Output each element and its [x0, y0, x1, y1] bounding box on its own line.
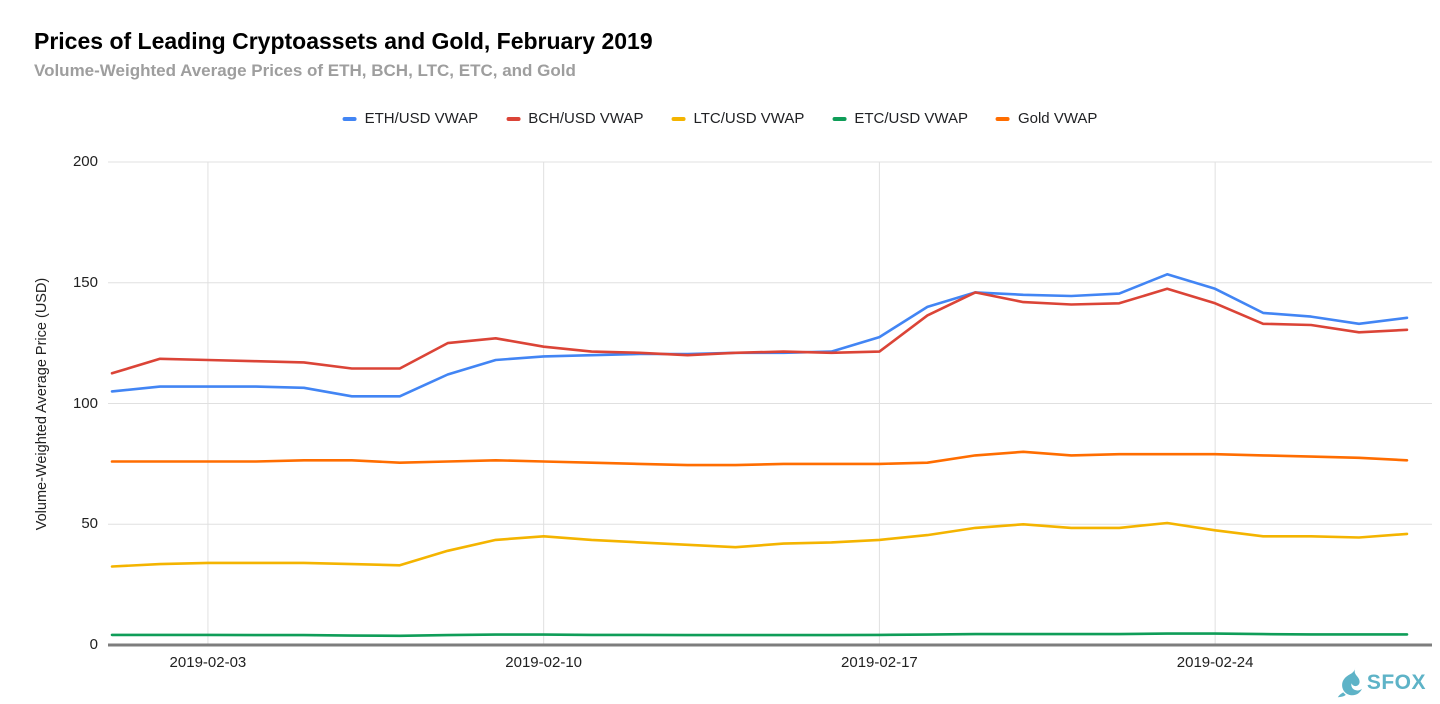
sfox-logo: SFOX — [1337, 667, 1426, 698]
line-bch — [110, 287, 1409, 375]
x-tick-label: 2019-02-24 — [1176, 654, 1254, 671]
legend-item-etc: ETC/USD VWAP — [832, 110, 968, 127]
line-etc — [110, 632, 1409, 638]
legend-label-gold: Gold VWAP — [1017, 110, 1098, 127]
legend-swatch-gold — [995, 116, 1010, 121]
y-tick-label: 200 — [72, 153, 98, 170]
y-tick-label: 100 — [72, 394, 98, 412]
legend-swatch-ltc — [671, 116, 686, 121]
chart-legend: ETH/USD VWAP BCH/USD VWAP LTC/USD VWAP ETC/… — [342, 110, 1098, 127]
legend-swatch-eth — [342, 116, 357, 121]
legend-item-gold: Gold VWAP — [995, 110, 1098, 127]
legend-label-etc: ETC/USD VWAP — [854, 110, 968, 127]
line-eth — [110, 272, 1409, 398]
legend-swatch-bch — [506, 116, 521, 121]
x-tick-label: 2019-02-17 — [841, 654, 918, 671]
line-gold — [110, 450, 1409, 467]
fox-logo-icon — [1337, 667, 1362, 698]
legend-swatch-etc — [832, 116, 847, 121]
chart-subtitle: Volume-Weighted Average Prices of ETH, B… — [34, 61, 576, 80]
chart-title: Prices of Leading Cryptoassets and Gold,… — [34, 28, 653, 54]
legend-label-eth: ETH/USD VWAP — [364, 110, 479, 127]
legend-label-ltc: LTC/USD VWAP — [693, 110, 805, 127]
sfox-wordmark: SFOX — [1366, 670, 1426, 694]
legend-item-bch: BCH/USD VWAP — [506, 110, 643, 127]
y-tick-label: 50 — [81, 515, 98, 533]
y-tick-label: 0 — [89, 636, 98, 653]
line-ltc — [110, 521, 1409, 568]
legend-label-bch: BCH/USD VWAP — [528, 110, 644, 127]
y-tick-label: 150 — [72, 273, 98, 291]
x-tick-label: 2019-02-10 — [505, 654, 583, 671]
legend-item-eth: ETH/USD VWAP — [342, 110, 479, 127]
legend-item-ltc: LTC/USD VWAP — [671, 110, 804, 127]
x-tick-label: 2019-02-03 — [169, 654, 247, 671]
